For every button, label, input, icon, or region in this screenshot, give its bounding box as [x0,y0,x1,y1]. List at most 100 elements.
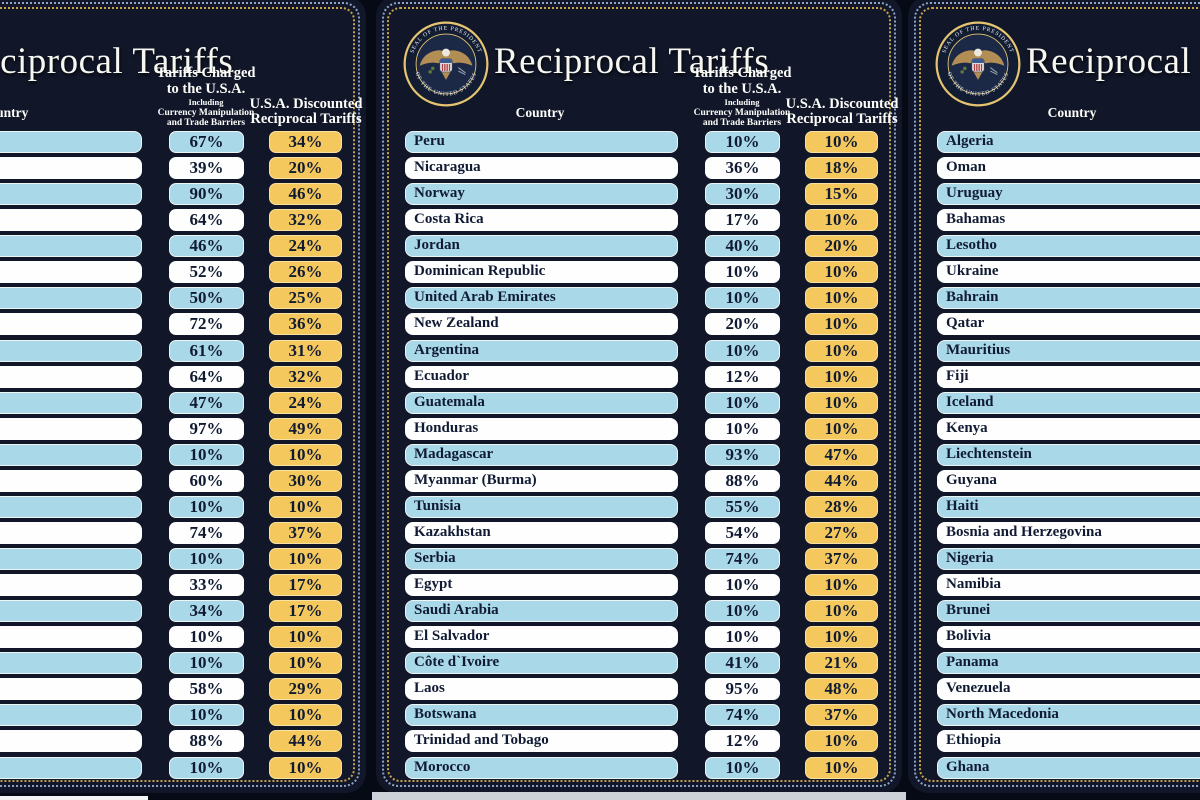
country-bar [0,574,142,597]
tariff-charged-value: 52% [169,261,244,284]
country-label: Côte d`Ivoire [414,654,500,671]
country-label: Madagascar [414,445,494,462]
discounted-tariff-value: 10% [805,365,878,388]
tariff-charged-value: 47% [169,391,244,414]
country-bar [0,548,142,570]
country-bar: Nigeria [937,548,1200,570]
country-bar: Namibia [937,574,1200,597]
country-bar: Peru [405,131,678,153]
table-row: 67% 34% [0,131,366,157]
tariff-charged-value: 64% [169,365,244,388]
discounted-tariff-value: 26% [269,261,342,284]
country-bar [0,365,142,388]
table-row: Brunei [908,600,1200,626]
discounted-tariff-value: 24% [269,391,342,414]
country-bar [0,209,142,232]
country-label: Guyana [946,471,997,488]
country-bar [0,235,142,258]
country-bar: Saudi Arabia [405,600,678,623]
eagle-head [974,48,982,57]
panel-title: Reciprocal Tariffs [494,41,770,82]
table-row: 34% 17% [0,600,366,626]
discounted-tariff-value: 18% [805,157,878,180]
tariff-charged-value: 10% [705,339,780,362]
tariff-charged-value: 10% [169,652,244,675]
discounted-tariff-value: 17% [269,600,342,623]
table-row: 52% 26% [0,261,366,287]
country-bar: Bahamas [937,209,1200,232]
country-label: Ecuador [414,367,470,384]
country-bar: Ukraine [937,261,1200,284]
discounted-header-line1: U.S.A. Discounted [785,96,899,112]
table-row: 39% 20% [0,157,366,183]
table-edge-strip-left [0,796,148,800]
table-row: Guatemala 10% 10% [376,391,902,418]
country-bar [0,756,142,779]
country-bar [0,704,142,727]
country-bar: Nicaragua [405,157,678,180]
table-edge-strip [372,792,906,800]
tariff-charged-value: 50% [169,287,244,310]
tariff-charged-value: 72% [169,313,244,336]
discounted-tariff-value: 10% [805,339,878,362]
table-row: Kazakhstan 54% 27% [376,521,902,548]
country-bar [0,391,142,414]
country-column-header: Country [0,105,29,120]
table-row: 10% 10% [0,626,366,652]
discounted-tariff-value: 10% [269,548,342,570]
country-bar: Côte d`Ivoire [405,652,678,675]
tariff-rows: 67% 34% 39% 20% 90% 46% 64% 32% 46% 24% 52% 26% 50% 2… [0,131,366,783]
country-bar: Guatemala [405,391,678,414]
discounted-tariff-value: 49% [269,417,342,440]
table-row: 61% 31% [0,339,366,366]
table-row: Ghana [908,756,1200,783]
country-bar: El Salvador [405,626,678,649]
table-row: Liechtenstein [908,443,1200,470]
table-row: Oman [908,157,1200,183]
table-row: Ukraine [908,261,1200,287]
table-row: Ecuador 12% 10% [376,365,902,392]
discounted-tariff-value: 15% [805,183,878,206]
table-row: Fiji [908,365,1200,392]
discounted-column-header: U.S.A. Discounted Reciprocal Tariffs [234,97,378,127]
country-bar: Uruguay [937,183,1200,206]
tariff-charged-value: 60% [169,469,244,492]
country-bar: Qatar [937,313,1200,336]
country-label: Botswana [414,706,477,723]
table-row: 88% 44% [0,730,366,756]
country-bar: Dominican Republic [405,261,678,284]
discounted-tariff-value: 34% [269,131,342,153]
country-bar [0,469,142,492]
country-label: Haiti [946,497,979,514]
country-bar: Bahrain [937,287,1200,310]
discounted-tariff-value: 10% [805,209,878,232]
table-row: Qatar [908,313,1200,339]
country-label: Norway [414,185,465,202]
country-label: Bahrain [946,289,999,306]
country-label: Argentina [414,341,479,358]
country-label: Morocco [414,758,471,775]
table-row: Haiti [908,495,1200,522]
discounted-tariff-value: 37% [805,704,878,727]
tariff-charged-value: 10% [169,548,244,570]
tariff-charged-value: 40% [705,235,780,258]
country-bar: Morocco [405,756,678,779]
country-bar [0,600,142,623]
country-label: Ethiopia [946,732,1002,749]
tariff-charged-value: 39% [169,157,244,180]
country-bar: Norway [405,183,678,206]
country-bar: Bolivia [937,626,1200,649]
discounted-header-line2: Reciprocal Tariffs [250,111,362,127]
country-label: Costa Rica [414,211,484,228]
discounted-tariff-value: 36% [269,313,342,336]
country-label: Fiji [946,367,969,384]
discounted-tariff-value: 47% [805,443,878,466]
discounted-tariff-value: 48% [805,678,878,701]
table-row: 10% 10% [0,704,366,730]
country-label: Nigeria [946,550,994,566]
table-row: El Salvador 10% 10% [376,626,902,652]
olive-branch [431,66,435,71]
charged-header-line1: Tariffs Charged [156,65,256,81]
table-row: Namibia [908,574,1200,600]
